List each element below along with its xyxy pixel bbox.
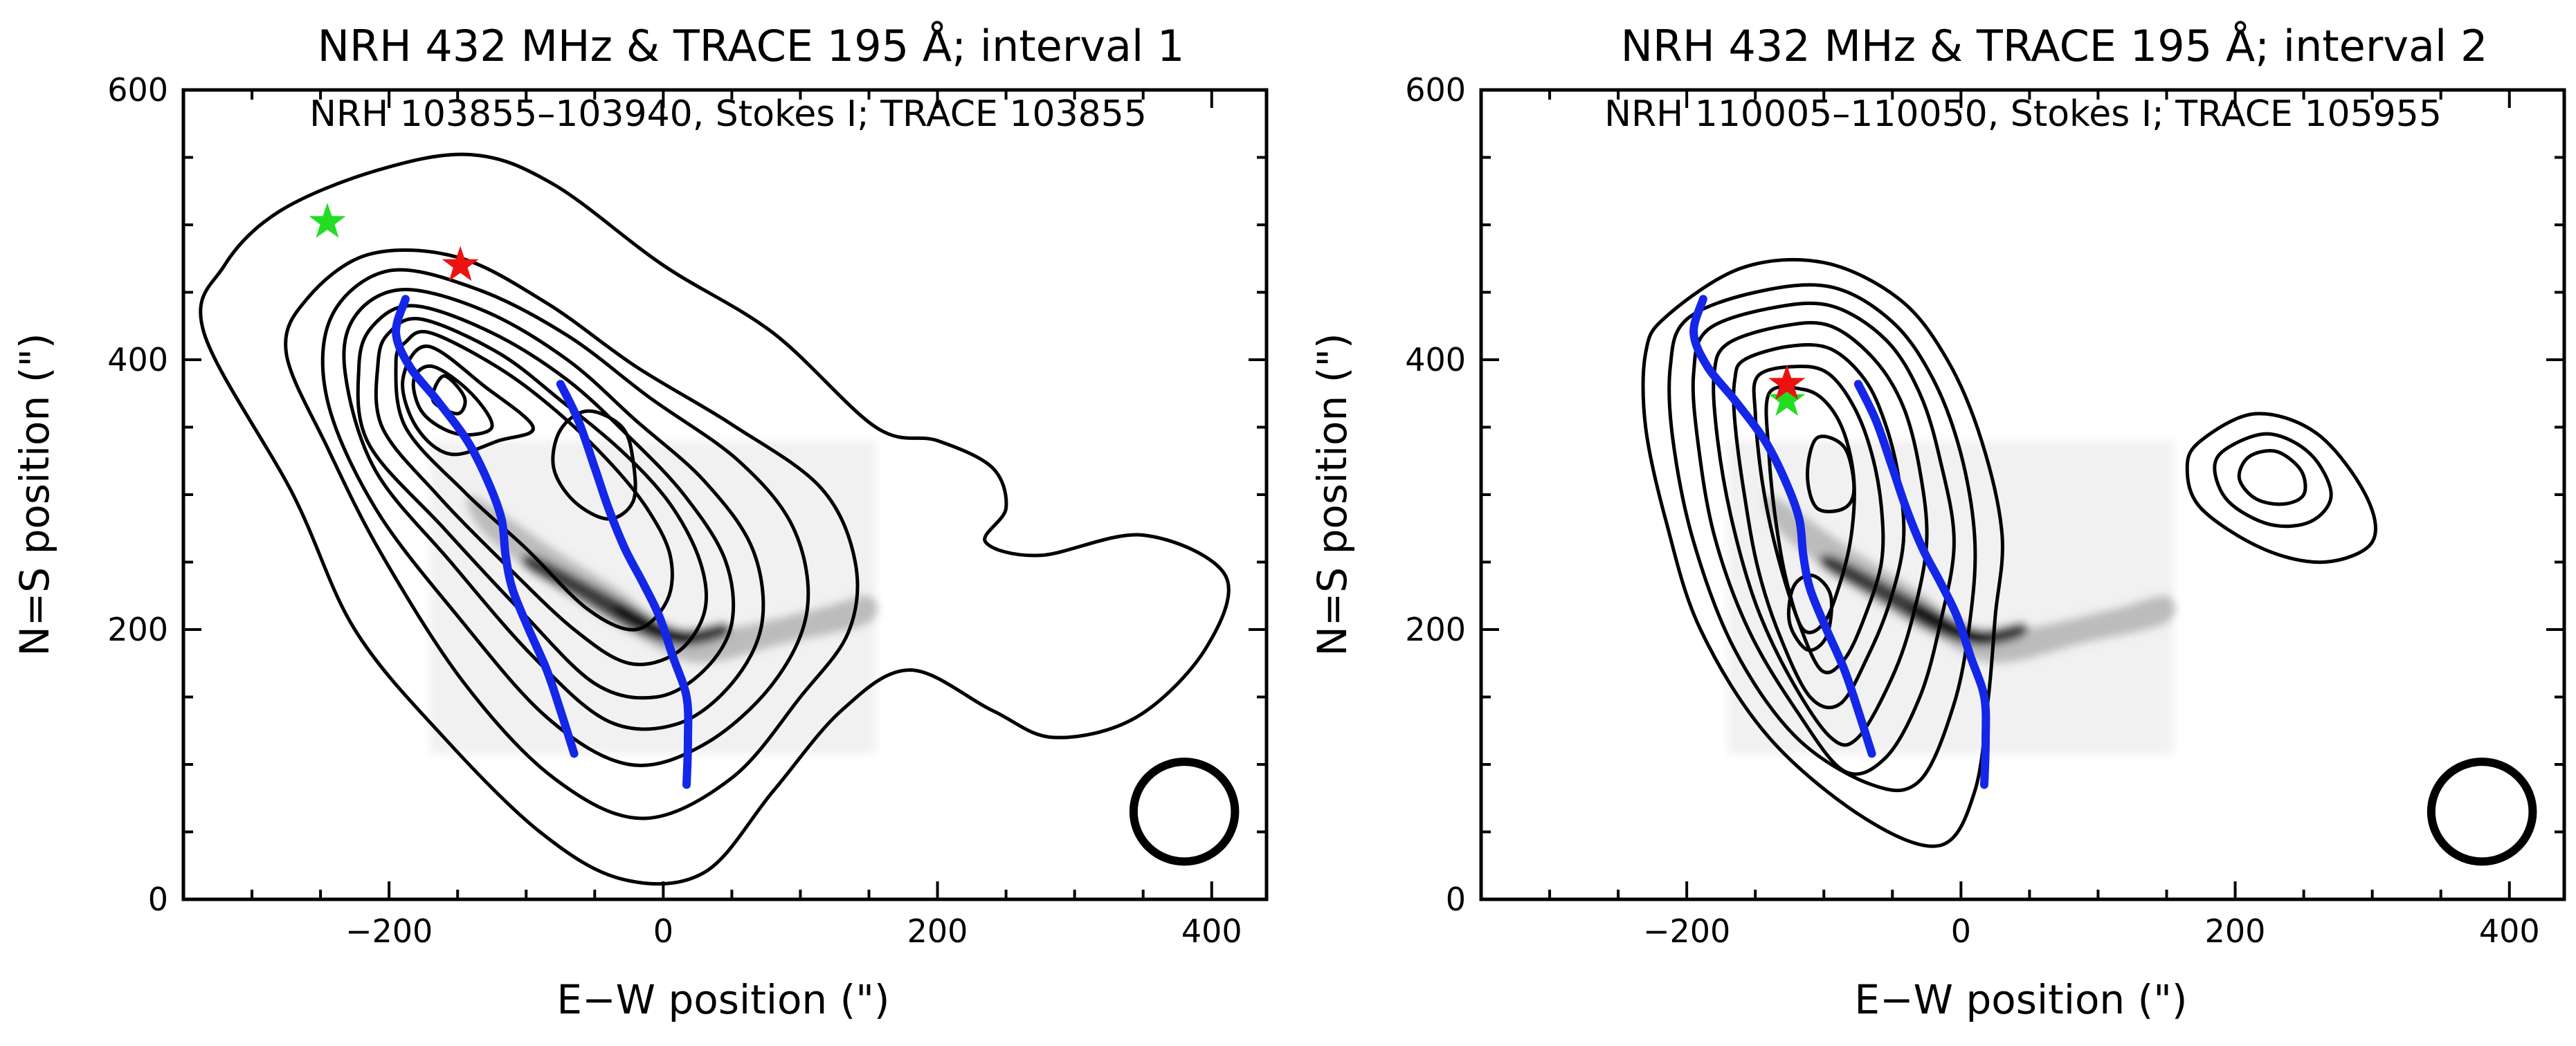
chart-subtitle: NRH 110005–110050, Stokes I; TRACE 10595…: [1604, 93, 2442, 135]
x-tick-label: −200: [1643, 912, 1730, 950]
chart-subtitle: NRH 103855–103940, Stokes I; TRACE 10385…: [309, 93, 1147, 135]
y-tick-label: 400: [107, 341, 168, 378]
x-tick-label: 400: [2479, 912, 2540, 950]
star-layer: [1768, 365, 1806, 416]
contour-level-1: [199, 152, 1231, 886]
contour-level-9: [411, 364, 494, 437]
chart-panel-1: NRH 432 MHz & TRACE 195 Å; interval 1 NR…: [11, 21, 1269, 1023]
x-tick-label: 0: [653, 912, 673, 950]
chart-panel-2: NRH 432 MHz & TRACE 195 Å; interval 2 NR…: [1309, 21, 2566, 1023]
y-tick-label: 200: [107, 611, 168, 648]
contour-level-3: [2237, 449, 2307, 506]
y-tick-label: 0: [148, 881, 168, 918]
contour-level-2: [284, 248, 860, 820]
contour-level-1: [2185, 412, 2377, 565]
tick-layer: −200 0 200 400 0 200 400 600: [1405, 71, 2564, 950]
trace-emission-core: [521, 554, 730, 646]
contour-level-2: [2213, 432, 2333, 529]
y-tick-label: 600: [107, 71, 168, 109]
y-tick-label: 600: [1405, 71, 1466, 109]
x-tick-label: −200: [345, 912, 433, 950]
contour-layer: [1641, 257, 2377, 848]
contour-level-8: [1786, 574, 1833, 652]
contour-level-4: [1712, 321, 1929, 747]
contour-level-3: [1691, 301, 1956, 776]
contour-level-6: [1752, 365, 1885, 675]
green-star: [309, 203, 346, 238]
trace-emission-halo: [466, 494, 878, 663]
y-tick-label: 400: [1405, 341, 1466, 378]
loop-layer: [1689, 295, 1990, 789]
west-loop: [392, 295, 579, 758]
contour-level-5: [1732, 342, 1906, 710]
east-loop: [556, 380, 693, 789]
star-layer: [309, 203, 479, 282]
contour-layer: [199, 152, 1231, 886]
x-tick-label: 200: [907, 912, 968, 950]
contour-level-4: [342, 288, 765, 731]
tick-layer: −200 0 200 400 0 200 400 600: [107, 71, 1267, 950]
x-tick-label: 0: [1951, 912, 1971, 950]
trace-emission-halo: [1763, 494, 2175, 663]
beam-size-circle: [1129, 758, 1240, 866]
contour-level-7: [1764, 385, 1856, 634]
y-axis-label: N=S position ("): [1309, 333, 1356, 656]
loop-layer: [392, 295, 693, 789]
contour-level-8: [1806, 434, 1856, 513]
trace-emission-core: [1819, 554, 2028, 646]
west-loop: [1689, 295, 1876, 758]
chart-title: NRH 432 MHz & TRACE 195 Å; interval 1: [318, 21, 1185, 71]
contour-level-8: [401, 345, 535, 457]
x-tick-label: 200: [2205, 912, 2266, 950]
y-tick-label: 0: [1446, 881, 1466, 918]
beam-size-circle: [2427, 758, 2537, 866]
x-axis-label: E−W position ("): [1854, 976, 2187, 1023]
east-loop: [1853, 380, 1990, 789]
green-star: [1768, 380, 1806, 416]
red-star: [1768, 365, 1806, 400]
y-tick-label: 200: [1405, 611, 1466, 648]
red-star: [442, 246, 479, 282]
contour-level-5: [356, 304, 736, 700]
contour-level-2: [1667, 283, 1977, 793]
contour-level-7: [394, 330, 674, 632]
contour-level-3: [320, 268, 810, 767]
y-axis-label: N=S position ("): [11, 333, 58, 656]
x-tick-label: 400: [1181, 912, 1242, 950]
x-axis-label: E−W position ("): [556, 976, 889, 1023]
chart-title: NRH 432 MHz & TRACE 195 Å; interval 2: [1621, 21, 2488, 71]
